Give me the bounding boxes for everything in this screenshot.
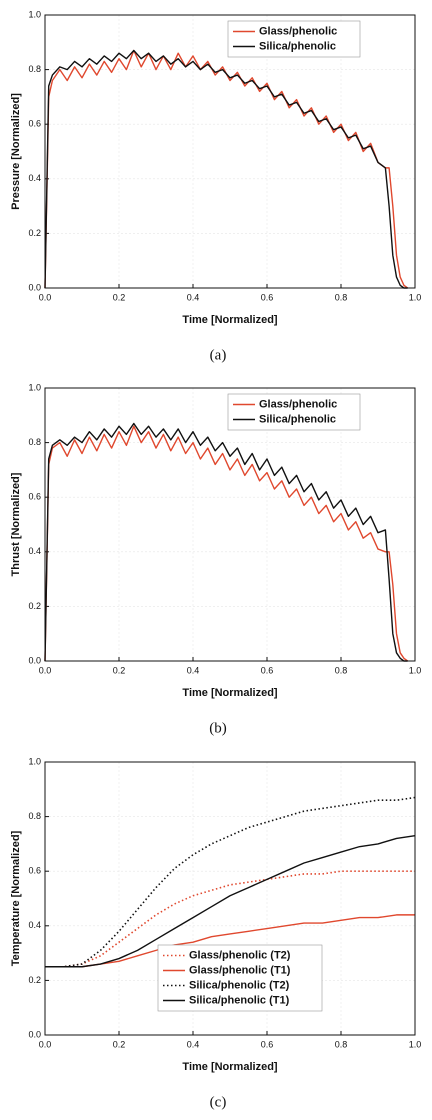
x-tick-label: 0.4 [187, 665, 200, 675]
y-tick-label: 0.8 [28, 437, 41, 447]
y-tick-label: 0.2 [28, 601, 41, 611]
plot-frame [44, 761, 416, 1036]
series-line [44, 422, 408, 662]
x-axis-label: Time [Normalized] [182, 687, 277, 699]
caption: (c) [210, 1094, 227, 1110]
y-tick-label: 0.0 [28, 1029, 41, 1039]
y-tick-label: 0.6 [28, 492, 41, 502]
x-tick-label: 0.8 [335, 1039, 348, 1049]
x-tick-label: 0.0 [39, 292, 52, 302]
plot-frame [44, 387, 416, 662]
y-axis-label: Temperature [Normalized] [10, 830, 22, 966]
x-tick-label: 0.4 [187, 292, 200, 302]
y-axis-label: Thrust [Normalized] [10, 472, 22, 576]
x-tick-label: 0.8 [335, 292, 348, 302]
legend-box [227, 393, 361, 431]
y-tick-label: 0.4 [28, 546, 41, 556]
x-tick-label: 0.2 [113, 665, 126, 675]
series-line [44, 49, 408, 289]
x-tick-label: 0.6 [261, 665, 274, 675]
x-tick-label: 1.0 [409, 665, 422, 675]
plot-frame [44, 14, 416, 289]
x-tick-label: 0.6 [261, 292, 274, 302]
legend-label: Glass/phenolic (T1) [189, 964, 291, 976]
x-tick-label: 1.0 [409, 1039, 422, 1049]
y-tick-label: 0.4 [28, 920, 41, 930]
x-tick-label: 0.0 [39, 665, 52, 675]
legend: Glass/phenolic (T2) Glass/phenolic (T1) Si… [157, 944, 323, 1012]
series-line [45, 796, 416, 968]
legend-box [157, 944, 323, 1012]
series-line [44, 425, 409, 662]
y-tick-label: 0.6 [28, 866, 41, 876]
y-tick-label: 0.0 [28, 282, 41, 292]
y-tick-label: 0.8 [28, 811, 41, 821]
legend-label: Glass/phenolic [259, 398, 337, 410]
y-tick-label: 0.8 [28, 64, 41, 74]
y-axis-label: Pressure [Normalized] [10, 93, 22, 210]
x-tick-label: 0.4 [187, 1039, 200, 1049]
x-tick-label: 0.6 [261, 1039, 274, 1049]
y-tick-label: 0.2 [28, 975, 41, 985]
legend-label: Glass/phenolic (T2) [189, 949, 291, 961]
x-axis-label: Time [Normalized] [182, 314, 277, 326]
y-tick-label: 0.6 [28, 119, 41, 129]
series-line [45, 914, 415, 968]
series-line [45, 835, 416, 968]
y-tick-label: 0.4 [28, 173, 41, 183]
series-line [45, 870, 415, 968]
y-tick-label: 1.0 [28, 756, 41, 766]
legend: Glass/phenolic Silica/phenolic [227, 20, 361, 58]
legend-label: Silica/phenolic [259, 413, 336, 425]
legend-label: Silica/phenolic (T2) [189, 979, 290, 991]
x-tick-label: 0.2 [113, 292, 126, 302]
series-line [44, 49, 409, 289]
legend-box [227, 20, 361, 58]
x-axis-label: Time [Normalized] [182, 1061, 277, 1073]
y-tick-label: 0.2 [28, 228, 41, 238]
legend-label: Silica/phenolic [259, 40, 336, 52]
y-tick-label: 1.0 [28, 9, 41, 19]
legend-label: Glass/phenolic [259, 25, 337, 37]
x-tick-label: 0.8 [335, 665, 348, 675]
caption: (a) [210, 347, 227, 363]
legend-label: Silica/phenolic (T1) [189, 994, 290, 1006]
y-tick-label: 1.0 [28, 382, 41, 392]
caption: (b) [209, 720, 227, 736]
x-tick-label: 1.0 [409, 292, 422, 302]
x-tick-label: 0.2 [113, 1039, 126, 1049]
legend: Glass/phenolic Silica/phenolic [227, 393, 361, 431]
y-tick-label: 0.0 [28, 655, 41, 665]
x-tick-label: 0.0 [39, 1039, 52, 1049]
